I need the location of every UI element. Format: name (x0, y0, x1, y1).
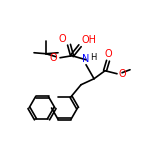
Text: O: O (58, 34, 66, 44)
Text: N: N (82, 54, 90, 64)
Text: O: O (104, 49, 112, 59)
Text: H: H (90, 53, 96, 62)
Text: OH: OH (81, 35, 96, 45)
Text: O: O (49, 53, 57, 63)
Text: O: O (118, 69, 126, 79)
